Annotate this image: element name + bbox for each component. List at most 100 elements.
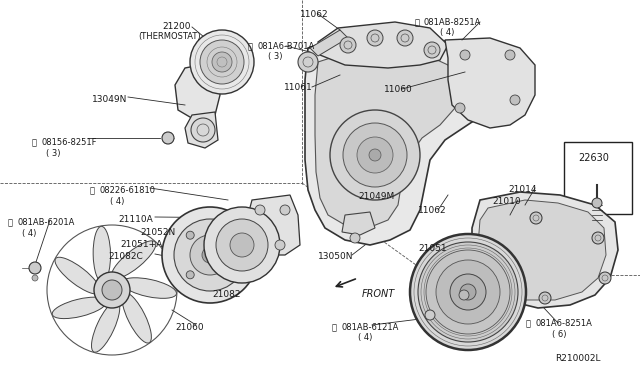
- Text: 21082C: 21082C: [108, 252, 143, 261]
- Text: (THERMOSTAT): (THERMOSTAT): [138, 32, 200, 41]
- Circle shape: [350, 233, 360, 243]
- Text: 21014: 21014: [508, 185, 536, 194]
- Circle shape: [599, 272, 611, 284]
- Circle shape: [162, 207, 258, 303]
- Text: 11061: 11061: [284, 83, 313, 92]
- Circle shape: [174, 219, 246, 291]
- Circle shape: [298, 52, 318, 72]
- Text: ( 4): ( 4): [440, 28, 454, 37]
- Circle shape: [230, 233, 254, 257]
- Circle shape: [459, 290, 469, 300]
- Circle shape: [343, 123, 407, 187]
- Circle shape: [424, 42, 440, 58]
- Circle shape: [29, 262, 41, 274]
- Circle shape: [410, 234, 526, 350]
- Circle shape: [200, 40, 244, 84]
- Circle shape: [397, 30, 413, 46]
- Circle shape: [190, 235, 230, 275]
- Ellipse shape: [122, 278, 177, 298]
- Text: 081A6-8251A: 081A6-8251A: [535, 319, 592, 328]
- Text: 21051+A: 21051+A: [120, 240, 163, 249]
- Text: ( 4): ( 4): [22, 229, 36, 238]
- Text: Ⓑ: Ⓑ: [526, 319, 531, 328]
- Ellipse shape: [92, 301, 120, 352]
- Text: Ⓢ: Ⓢ: [90, 186, 95, 195]
- Text: 21010: 21010: [492, 197, 520, 206]
- Polygon shape: [318, 22, 448, 68]
- Text: 11062: 11062: [418, 206, 447, 215]
- Circle shape: [340, 37, 356, 53]
- Text: ( 3): ( 3): [268, 52, 282, 61]
- Circle shape: [357, 137, 393, 173]
- Ellipse shape: [52, 297, 106, 318]
- Text: 21082: 21082: [212, 290, 241, 299]
- Text: 13050N: 13050N: [318, 252, 353, 261]
- Bar: [564, 142, 632, 214]
- Circle shape: [190, 30, 254, 94]
- Circle shape: [162, 132, 174, 144]
- Polygon shape: [305, 30, 490, 245]
- Circle shape: [212, 52, 232, 72]
- Text: Ⓢ: Ⓢ: [8, 218, 13, 227]
- Circle shape: [450, 274, 486, 310]
- Text: 08156-8251F: 08156-8251F: [41, 138, 97, 147]
- Circle shape: [530, 212, 542, 224]
- Text: 21060: 21060: [175, 323, 204, 332]
- Circle shape: [226, 271, 234, 279]
- Circle shape: [460, 50, 470, 60]
- Polygon shape: [342, 212, 375, 235]
- Polygon shape: [185, 112, 218, 148]
- Text: 11062: 11062: [300, 10, 328, 19]
- Circle shape: [202, 247, 218, 263]
- Text: ( 4): ( 4): [358, 333, 372, 342]
- Text: 21052N: 21052N: [140, 228, 175, 237]
- Circle shape: [186, 271, 194, 279]
- Polygon shape: [310, 30, 348, 56]
- Text: 21110A: 21110A: [118, 215, 153, 224]
- Circle shape: [275, 240, 285, 250]
- Text: ( 3): ( 3): [46, 149, 61, 158]
- Text: Ⓑ: Ⓑ: [415, 18, 420, 27]
- Circle shape: [94, 272, 130, 308]
- Circle shape: [226, 231, 234, 239]
- Circle shape: [369, 149, 381, 161]
- Circle shape: [216, 219, 268, 271]
- Text: 22630: 22630: [578, 153, 609, 163]
- Text: Ⓑ: Ⓑ: [248, 42, 253, 51]
- Text: 081AB-8251A: 081AB-8251A: [424, 18, 481, 27]
- Circle shape: [510, 95, 520, 105]
- Polygon shape: [478, 200, 606, 300]
- Text: R210002L: R210002L: [555, 354, 600, 363]
- Text: 081AB-6201A: 081AB-6201A: [17, 218, 74, 227]
- Text: 11060: 11060: [384, 85, 413, 94]
- Text: 08226-61810: 08226-61810: [99, 186, 155, 195]
- Circle shape: [280, 205, 290, 215]
- Circle shape: [539, 292, 551, 304]
- Circle shape: [255, 205, 265, 215]
- Text: ( 6): ( 6): [552, 330, 566, 339]
- Circle shape: [592, 198, 602, 208]
- Ellipse shape: [93, 226, 111, 282]
- Text: 21200: 21200: [162, 22, 191, 31]
- Circle shape: [460, 284, 476, 300]
- Text: ( 4): ( 4): [110, 197, 124, 206]
- Circle shape: [436, 260, 500, 324]
- Polygon shape: [248, 195, 300, 255]
- Text: 081AB-6121A: 081AB-6121A: [341, 323, 398, 332]
- Text: Ⓑ: Ⓑ: [332, 323, 337, 332]
- Circle shape: [367, 30, 383, 46]
- Circle shape: [191, 118, 215, 142]
- Polygon shape: [445, 38, 535, 128]
- Text: 13049N: 13049N: [92, 95, 127, 104]
- Ellipse shape: [55, 257, 100, 294]
- Ellipse shape: [111, 241, 156, 279]
- Text: 21051: 21051: [418, 244, 447, 253]
- Polygon shape: [175, 62, 220, 120]
- Circle shape: [204, 207, 280, 283]
- Text: 081A6-B701A: 081A6-B701A: [257, 42, 314, 51]
- Circle shape: [455, 103, 465, 113]
- Circle shape: [425, 310, 435, 320]
- Circle shape: [426, 250, 510, 334]
- Ellipse shape: [122, 292, 152, 343]
- Polygon shape: [315, 46, 458, 228]
